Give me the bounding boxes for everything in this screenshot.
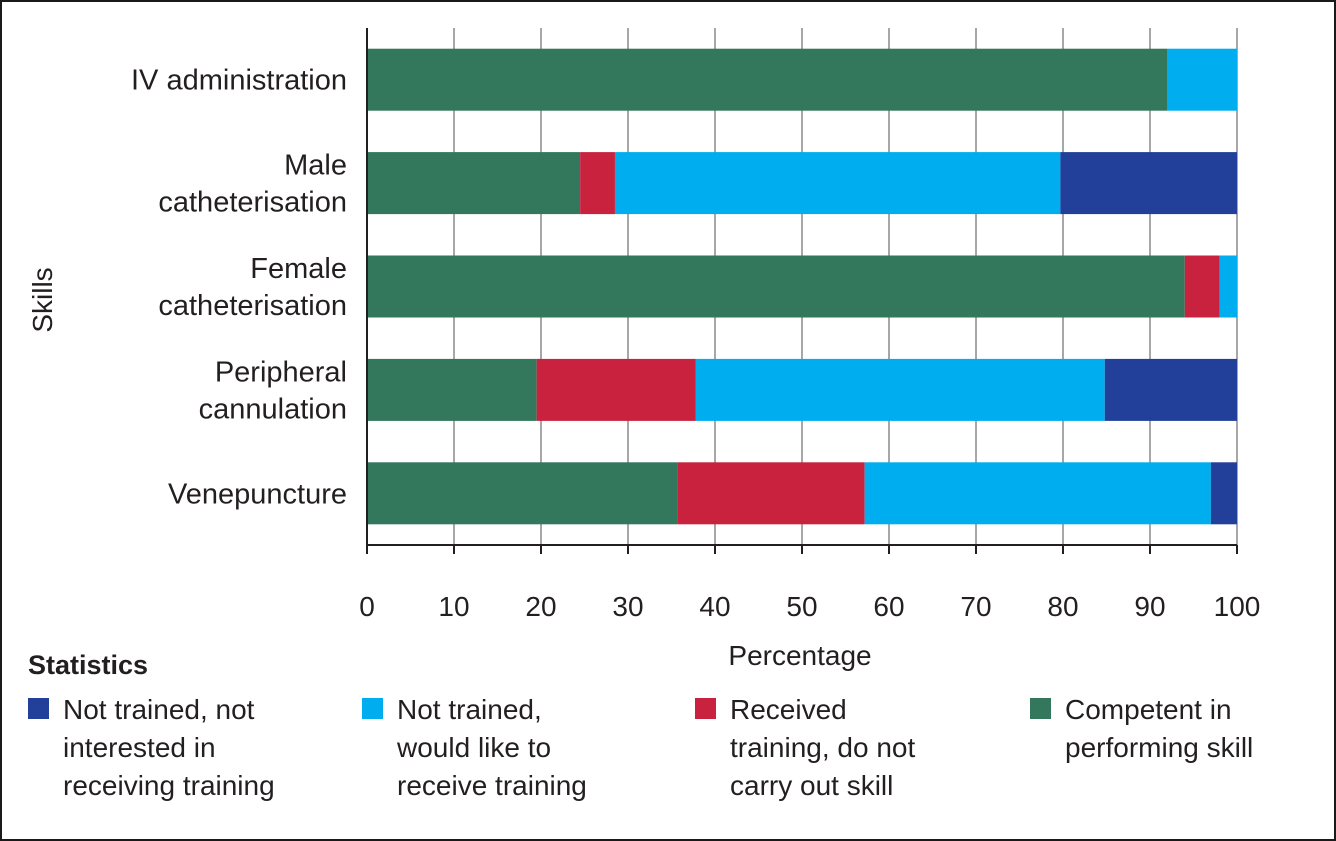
legend: Statistics Not trained, not interested in… [28, 650, 1318, 811]
x-axis-label: Percentage [728, 640, 871, 671]
bar-segment-competent [367, 255, 1185, 318]
legend-label: Not trained, not interested in receiving t… [63, 694, 275, 801]
category-labels: IV administration Male catheterisation Fema… [131, 65, 347, 511]
x-tick-labels: 0 10 20 30 40 50 60 70 80 90 100 [359, 591, 1260, 622]
legend-label: Not trained, would like to receive trainin… [397, 694, 587, 801]
legend-item: Not trained, not interested in receiving t… [28, 691, 323, 805]
bar-segment-competent [367, 152, 581, 215]
bar-segment-would_like [695, 358, 1105, 421]
category-label: IV administration [131, 65, 347, 97]
y-axis-label: Skills [27, 267, 58, 332]
legend-swatch [695, 698, 716, 719]
category-label: Female catheterisation [158, 253, 347, 322]
bar-segment-would_like [864, 462, 1211, 525]
x-tick-label: 90 [1134, 591, 1165, 622]
x-tick-label: 40 [699, 591, 730, 622]
x-tick-label: 70 [960, 591, 991, 622]
bar-segment-not_interested [1060, 152, 1237, 215]
legend-swatch [1030, 698, 1051, 719]
x-tick-label: 20 [525, 591, 556, 622]
bar-segment-competent [367, 358, 537, 421]
legend-swatch [362, 698, 383, 719]
bar-segment-competent [367, 48, 1168, 111]
category-label: Venepuncture [168, 478, 347, 510]
legend-item: Not trained, would like to receive trainin… [362, 691, 657, 805]
bar-segment-received [677, 462, 865, 525]
legend-item: Received training, do not carry out skill [695, 691, 990, 805]
legend-title: Statistics [28, 650, 149, 680]
category-label: Peripheral cannulation [199, 356, 347, 425]
bar-segment-received [1184, 255, 1220, 318]
legend-label: Competent in performing skill [1065, 694, 1254, 763]
bar-segment-not_interested [1104, 358, 1237, 421]
x-tick-label: 50 [786, 591, 817, 622]
bars [367, 48, 1237, 525]
bar-segment-received [580, 152, 615, 215]
category-label: Male catheterisation [158, 150, 347, 219]
x-tick-label: 80 [1047, 591, 1078, 622]
x-tick-label: 60 [873, 591, 904, 622]
bar-segment-competent [367, 462, 678, 525]
bar-segment-not_interested [1210, 462, 1237, 525]
legend-swatch [28, 698, 49, 719]
x-tick-label: 100 [1214, 591, 1261, 622]
bar-segment-received [536, 358, 696, 421]
legend-item: Competent in performing skill [1030, 691, 1325, 767]
legend-label: Received training, do not carry out skill [730, 694, 916, 801]
legend-items: Not trained, not interested in receiving t… [28, 691, 1318, 811]
axes [366, 28, 1238, 554]
bar-segment-would_like [1219, 255, 1237, 318]
x-tick-label: 30 [612, 591, 643, 622]
bar-segment-would_like [1167, 48, 1237, 111]
x-tick-label: 0 [359, 591, 375, 622]
x-tick-label: 10 [438, 591, 469, 622]
bar-segment-would_like [614, 152, 1061, 215]
